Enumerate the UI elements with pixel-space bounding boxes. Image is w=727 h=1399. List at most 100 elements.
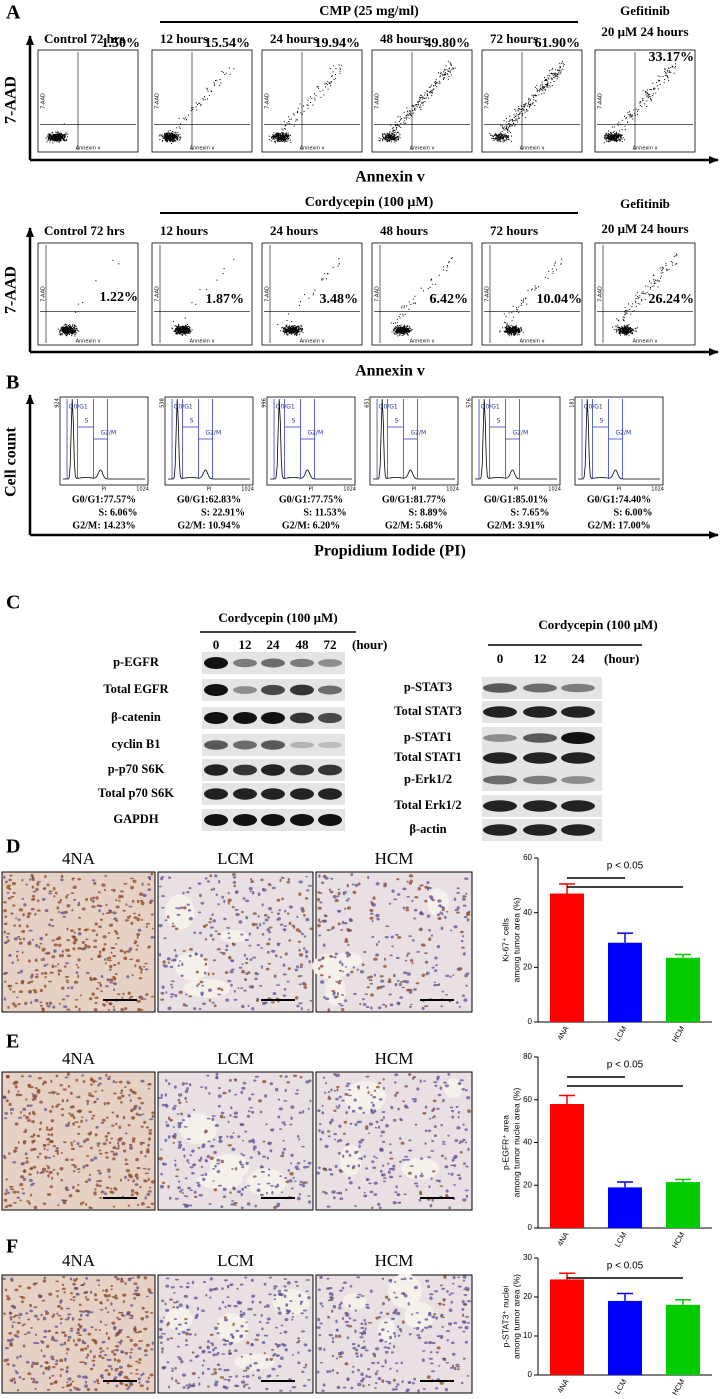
blot-band (261, 712, 285, 724)
event-dot (191, 108, 192, 109)
event-dot (521, 328, 522, 329)
event-dot (335, 74, 336, 75)
event-dot (626, 330, 627, 331)
plot-x-label: Annexin v (190, 146, 215, 152)
cell-nucleus (138, 929, 142, 932)
event-dot (410, 330, 411, 331)
event-dot (288, 331, 289, 332)
event-dot (625, 126, 626, 127)
event-dot (439, 275, 440, 276)
event-dot (674, 73, 675, 74)
event-dot (56, 138, 57, 139)
cell-nucleus (104, 943, 107, 946)
event-dot (500, 125, 501, 126)
event-dot (635, 302, 636, 303)
event-dot (321, 278, 322, 279)
event-dot (200, 289, 201, 290)
event-dot (419, 97, 420, 98)
event-dot (443, 79, 444, 80)
event-dot (291, 328, 292, 329)
event-dot (207, 89, 208, 90)
event-dot (327, 81, 328, 82)
event-dot (519, 330, 520, 331)
event-dot (335, 78, 336, 79)
event-dot (635, 115, 636, 116)
event-dot (623, 328, 624, 329)
x-max-label: 1024 (241, 487, 254, 493)
event-dot (395, 125, 396, 126)
blot-band (290, 685, 314, 696)
event-dot (76, 329, 77, 330)
event-dot (293, 329, 294, 330)
event-dot (491, 135, 492, 136)
event-dot (450, 62, 451, 63)
percent-value: 3.48% (320, 292, 359, 307)
gate-label: G0/G1 (276, 404, 295, 411)
event-dot (652, 83, 653, 84)
event-dot (283, 132, 284, 133)
event-dot (404, 305, 405, 306)
event-dot (399, 316, 400, 317)
event-dot (636, 109, 637, 110)
event-dot (396, 127, 397, 128)
event-dot (626, 326, 627, 327)
event-dot (233, 259, 234, 260)
event-dot (170, 136, 171, 137)
event-dot (311, 98, 312, 99)
event-dot (444, 75, 445, 76)
event-dot (512, 332, 513, 333)
event-dot (438, 72, 439, 73)
event-dot (509, 335, 510, 336)
event-dot (650, 98, 651, 99)
event-dot (620, 330, 621, 331)
event-dot (508, 127, 509, 128)
event-dot (495, 138, 496, 139)
axis-label: Propidium Iodide (PI) (314, 543, 466, 560)
event-dot (560, 73, 561, 74)
event-dot (282, 139, 283, 140)
event-dot (515, 331, 516, 332)
event-dot (612, 134, 613, 135)
plot-title: 20 μM 24 hours (601, 24, 688, 39)
event-dot (112, 260, 113, 261)
event-dot (59, 330, 60, 331)
protein-label: p-Erk1/2 (404, 772, 452, 786)
event-dot (647, 89, 648, 90)
event-dot (517, 330, 518, 331)
event-dot (608, 134, 609, 135)
event-dot (620, 141, 621, 142)
event-dot (406, 119, 407, 120)
event-dot (525, 298, 526, 299)
event-dot (614, 329, 615, 330)
event-dot (504, 322, 505, 323)
event-dot (184, 326, 185, 327)
event-dot (629, 332, 630, 333)
event-dot (224, 268, 225, 269)
event-dot (395, 137, 396, 138)
event-dot (536, 85, 537, 86)
x-max-label: 1024 (343, 487, 356, 493)
event-dot (59, 142, 60, 143)
event-dot (339, 263, 340, 264)
blot-band (233, 741, 257, 750)
event-dot (668, 68, 669, 69)
event-dot (182, 326, 183, 327)
event-dot (65, 134, 66, 135)
cell-nucleus (145, 968, 149, 970)
event-dot (387, 141, 388, 142)
event-dot (624, 314, 625, 315)
event-dot (217, 280, 218, 281)
cell-nucleus (112, 911, 116, 914)
cell-nucleus (22, 913, 25, 916)
event-dot (493, 138, 494, 139)
event-dot (277, 141, 278, 142)
event-dot (523, 301, 524, 302)
event-dot (392, 131, 393, 132)
event-dot (291, 333, 292, 334)
event-dot (179, 331, 180, 332)
cell-nucleus (23, 937, 25, 940)
axis-label: Cell count (3, 426, 20, 496)
event-dot (77, 330, 78, 331)
event-dot (669, 70, 670, 71)
